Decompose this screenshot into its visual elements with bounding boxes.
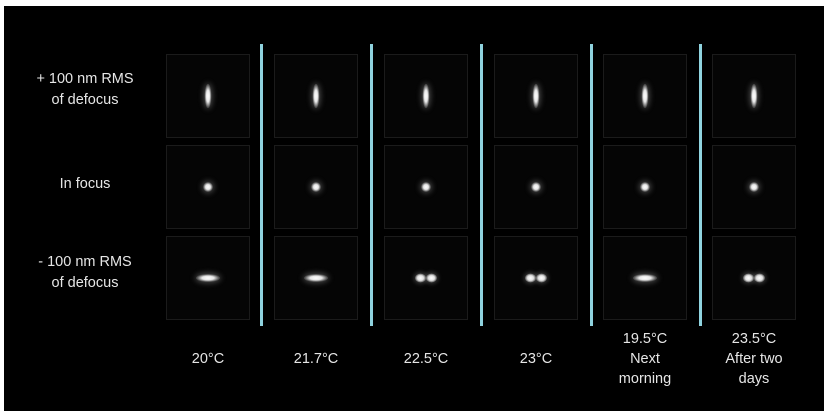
column-label: 23.5°C After two days (704, 329, 804, 389)
psf-spot (741, 273, 767, 283)
column-label-line: 19.5°C (622, 331, 668, 347)
figure-panel: + 100 nm RMS of defocus In focus - 100 nm R… (4, 6, 824, 411)
psf-spot (196, 274, 220, 282)
psf-image-cell (166, 145, 250, 229)
psf-spot (531, 182, 541, 192)
column-label: 20°C (158, 349, 258, 369)
column-label: 21.7°C (266, 349, 366, 369)
column-label-line: days (738, 371, 770, 387)
column-label-line: morning (618, 371, 672, 387)
psf-image-cell (274, 145, 358, 229)
psf-spot (750, 84, 758, 108)
column-label-line: After two (725, 351, 783, 367)
psf-spot (749, 182, 759, 192)
psf-spot (633, 274, 657, 282)
row-label-line: In focus (59, 176, 111, 192)
row-label-plus-defocus: + 100 nm RMS of defocus (20, 69, 150, 111)
row-label-line: + 100 nm RMS (36, 71, 134, 87)
column-label-line: 22.5°C (403, 351, 449, 367)
column-divider (370, 44, 373, 326)
psf-spot (204, 84, 212, 108)
psf-image-cell (274, 236, 358, 320)
psf-spot (523, 273, 549, 283)
column-label-line: 20°C (191, 351, 225, 367)
psf-spot (413, 273, 439, 283)
column-label: 23°C (486, 349, 586, 369)
column-divider (260, 44, 263, 326)
row-label-in-focus: In focus (20, 174, 150, 195)
psf-image-cell (384, 54, 468, 138)
psf-image-cell (603, 236, 687, 320)
psf-image-cell (712, 54, 796, 138)
psf-spot (311, 182, 321, 192)
psf-image-cell (712, 236, 796, 320)
psf-spot (641, 84, 649, 108)
psf-spot (422, 84, 430, 108)
psf-image-cell (603, 145, 687, 229)
psf-spot (312, 84, 320, 108)
column-divider (699, 44, 702, 326)
row-label-line: of defocus (51, 92, 119, 108)
psf-image-cell (494, 236, 578, 320)
column-label-line: 21.7°C (293, 351, 339, 367)
psf-spot (421, 182, 431, 192)
psf-image-cell (712, 145, 796, 229)
psf-image-cell (274, 54, 358, 138)
row-label-minus-defocus: - 100 nm RMS of defocus (20, 252, 150, 294)
column-label: 19.5°C Next morning (595, 329, 695, 389)
column-label-line: 23.5°C (731, 331, 777, 347)
psf-image-cell (603, 54, 687, 138)
column-divider (480, 44, 483, 326)
column-label-line: Next (630, 351, 660, 367)
psf-image-cell (166, 54, 250, 138)
row-label-line: - 100 nm RMS (38, 254, 132, 270)
psf-spot (203, 182, 213, 192)
psf-spot (640, 182, 650, 192)
psf-image-cell (494, 54, 578, 138)
psf-image-cell (166, 236, 250, 320)
psf-spot (532, 84, 540, 108)
psf-image-cell (494, 145, 578, 229)
column-divider (590, 44, 593, 326)
row-label-line: of defocus (51, 275, 119, 291)
psf-spot (304, 274, 328, 282)
column-label: 22.5°C (376, 349, 476, 369)
column-label-line: 23°C (519, 351, 553, 367)
psf-image-cell (384, 236, 468, 320)
psf-image-cell (384, 145, 468, 229)
